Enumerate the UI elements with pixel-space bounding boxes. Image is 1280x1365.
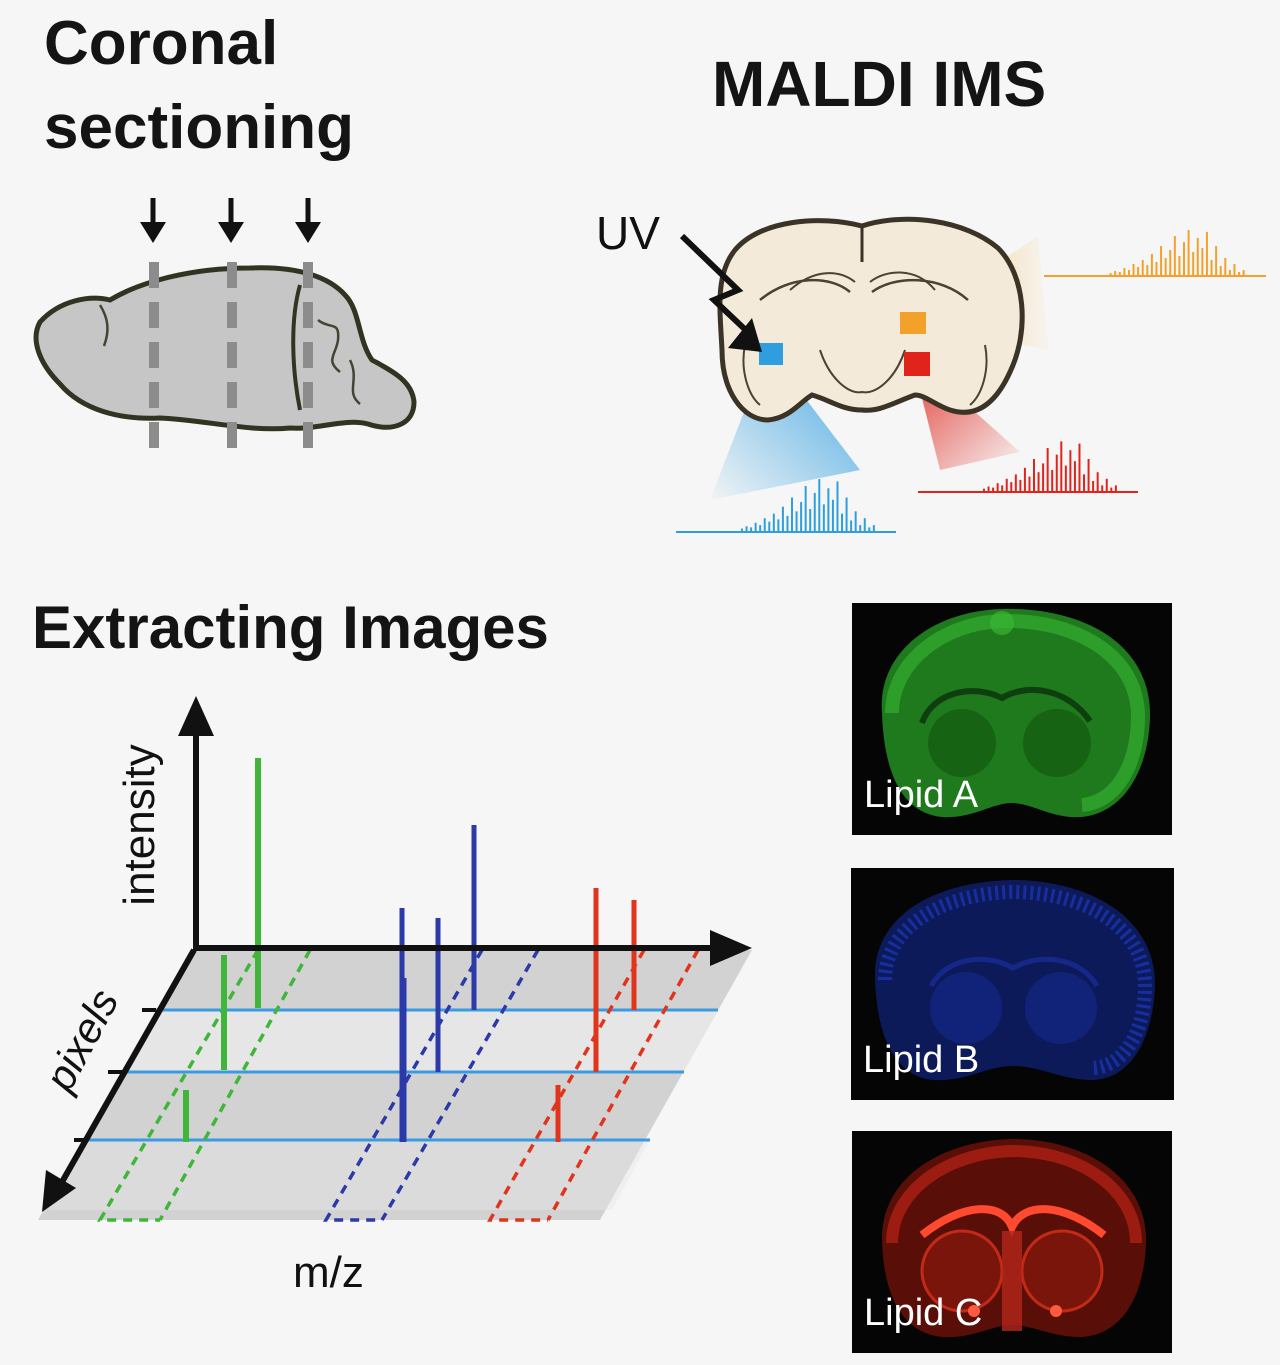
lipid-c-label: Lipid C (864, 1292, 983, 1334)
lipid-b-image-panel: Lipid B (851, 868, 1174, 1100)
section-fold-4 (819, 349, 906, 394)
lipid-a-brain-image (881, 608, 1151, 818)
pixel-row-strip (48, 1140, 650, 1210)
brain-fold-1 (317, 318, 341, 373)
maldi-coronal-section (679, 216, 1048, 500)
blue-slab-outline (322, 949, 540, 1222)
sagittal-brain-shape (33, 265, 417, 432)
lipid-b-brain-image (874, 880, 1156, 1081)
mz-axis (194, 930, 752, 966)
section-fold-1 (759, 278, 969, 301)
brain-fold-2 (348, 359, 361, 405)
coronal-sectioning-title: Coronal sectioning (44, 9, 355, 162)
blue-spectrum (676, 479, 896, 533)
red-spectrum (918, 441, 1138, 493)
maldi-ims-title: MALDI IMS (712, 48, 1047, 120)
lipid-a-image-panel: Lipid A (852, 603, 1172, 835)
green-peaks (183, 758, 261, 1142)
lipid-c-image-panel: Lipid C (852, 1131, 1172, 1353)
green-slab-outline (96, 949, 312, 1222)
coronal-section-shape (717, 216, 1025, 423)
section-fold-3 (742, 344, 988, 406)
blue-beam (710, 360, 860, 500)
lipid-c-brain-image (881, 1139, 1147, 1338)
sagittal-brain-illustration (33, 198, 417, 460)
red-slab-outline (486, 949, 700, 1222)
uv-label: UV (596, 207, 660, 259)
cerebellum-fold (291, 284, 302, 411)
extraction-plot (38, 696, 752, 1222)
lipid-a-label: Lipid A (864, 774, 979, 816)
intensity-axis (178, 696, 214, 950)
red-spot (904, 352, 930, 376)
intensity-axis-label: intensity (115, 744, 164, 906)
section-fold-2 (789, 271, 936, 291)
mz-axis-label: m/z (293, 1248, 364, 1297)
brain-fold-3 (98, 304, 109, 347)
orange-spectrum (1044, 230, 1266, 277)
lipid-b-label: Lipid B (863, 1039, 980, 1081)
orange-spot (900, 312, 926, 334)
red-peaks (555, 888, 637, 1142)
uv-laser-arrow-icon (679, 233, 762, 352)
pixels-axis (42, 948, 197, 1212)
pixel-row-strip (121, 1010, 718, 1072)
blue-spot (759, 343, 783, 365)
cut-arrow-icon (140, 198, 321, 243)
extracting-images-title: Extracting Images (32, 594, 549, 661)
